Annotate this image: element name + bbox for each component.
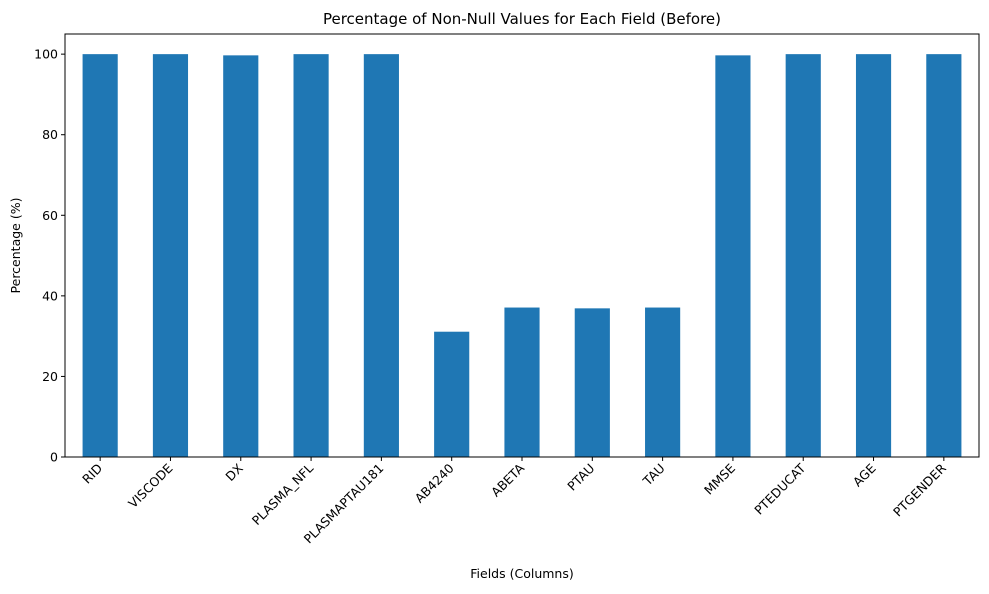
y-tick-label: 60 <box>42 208 58 223</box>
x-tick-label: AGE <box>850 460 879 489</box>
y-tick-label: 40 <box>42 288 58 303</box>
bar-plasma-nfl <box>293 54 329 458</box>
bar-pteducat <box>785 54 821 458</box>
y-tick-label: 80 <box>42 127 58 142</box>
bars-layer <box>82 54 962 458</box>
x-tick-label: PTGENDER <box>890 460 949 519</box>
y-tick-label: 100 <box>34 47 58 62</box>
bar-age <box>855 54 892 458</box>
x-tick-label: PTEDUCAT <box>751 460 808 517</box>
x-tick-label: VISCODE <box>125 460 175 510</box>
x-tick-label: RID <box>79 461 105 487</box>
x-tick-label: AB4240 <box>412 460 457 505</box>
x-tick-label: PTAU <box>564 461 597 494</box>
bar-viscode <box>152 54 189 458</box>
x-tick-label: ABETA <box>488 460 527 499</box>
x-axis-label: Fields (Columns) <box>470 566 573 581</box>
bar-ptau <box>574 308 610 457</box>
x-tick-label: PLASMA_NFL <box>249 460 316 527</box>
x-tick-label: DX <box>222 460 246 484</box>
plot-frame <box>64 33 980 458</box>
bar-abeta <box>504 307 540 457</box>
y-axis-label: Percentage (%) <box>8 198 23 294</box>
x-tick-label: TAU <box>639 461 668 490</box>
bar-ab4240 <box>434 331 470 457</box>
y-tick-label: 0 <box>50 450 58 465</box>
bar-plasmaptau181 <box>363 54 399 458</box>
bar-tau <box>645 307 681 457</box>
y-tick-label: 20 <box>42 369 58 384</box>
x-tick-label: MMSE <box>701 460 738 497</box>
bar-rid <box>82 54 118 458</box>
y-axis: 0 20 40 60 80 100 <box>34 47 65 465</box>
bar-dx <box>223 55 259 457</box>
chart-title: Percentage of Non-Null Values for Each F… <box>323 10 721 28</box>
bar-mmse <box>715 55 751 457</box>
bar-ptgender <box>926 54 962 458</box>
